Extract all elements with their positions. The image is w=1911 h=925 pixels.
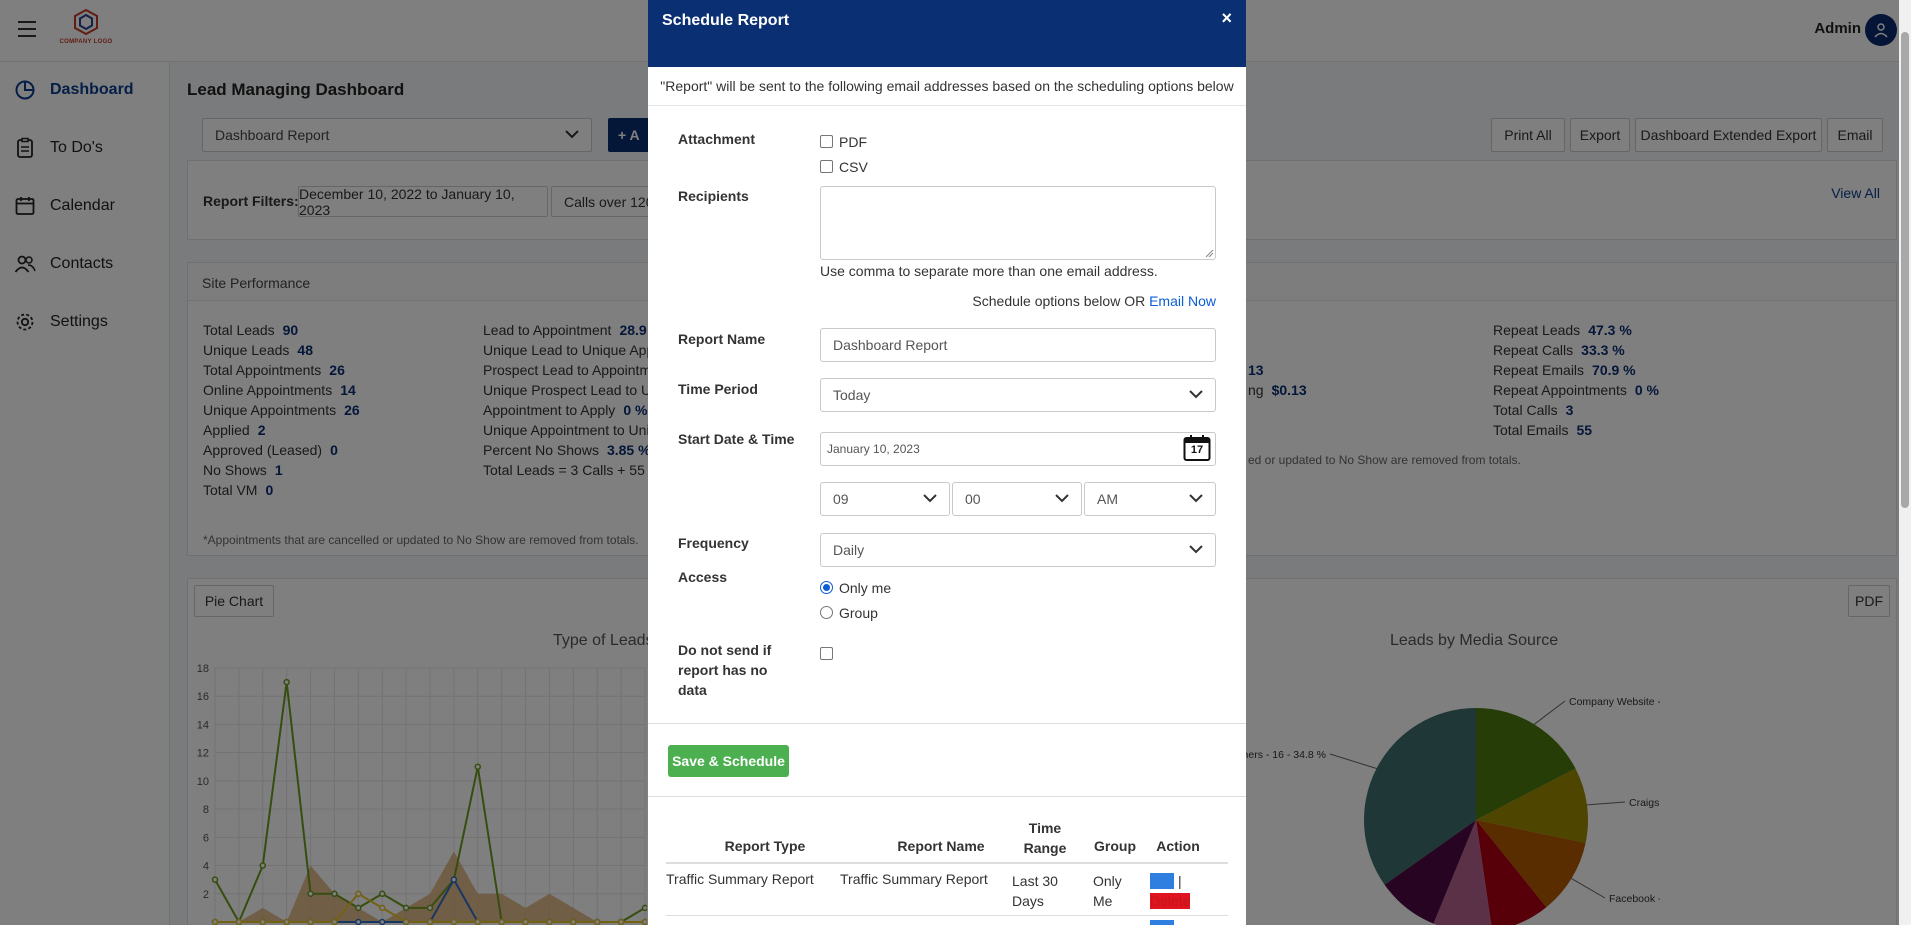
- modal-header: Schedule Report ×: [648, 0, 1246, 67]
- chevron-down-icon: [923, 494, 937, 503]
- cell-report-name: Traffic Summary Report: [840, 871, 988, 887]
- chevron-down-icon: [1055, 494, 1069, 503]
- frequency-value: Daily: [833, 542, 865, 558]
- no-data-option[interactable]: [820, 645, 833, 661]
- minute-select[interactable]: 00: [952, 482, 1082, 516]
- th-group: Group: [1094, 838, 1136, 854]
- group-label: Group: [839, 604, 878, 621]
- resize-handle-icon[interactable]: [1204, 248, 1214, 258]
- no-data-label: Do not send if report has no data: [678, 642, 772, 698]
- cell-time-range: Last 30 Days: [1012, 873, 1058, 909]
- cell-report-type: Traffic Summary Report: [666, 871, 814, 887]
- calendar-picker-icon[interactable]: 17: [1183, 434, 1211, 462]
- pdf-checkbox[interactable]: [820, 135, 833, 149]
- th-action: Action: [1156, 838, 1200, 854]
- scrollbar-thumb[interactable]: [1901, 32, 1909, 508]
- modal-intro: "Report" will be sent to the following e…: [648, 67, 1246, 106]
- th-time-range: Time Range: [1023, 820, 1067, 856]
- schedule-hint: Schedule options below OR Email Now: [972, 293, 1216, 309]
- email-now-link[interactable]: Email Now: [1149, 293, 1216, 309]
- time-period-label: Time Period: [678, 381, 758, 397]
- time-period-select[interactable]: Today: [820, 378, 1216, 412]
- table-row-divider: [666, 915, 1228, 916]
- th-report-type: Report Type: [724, 838, 806, 854]
- table-header-divider: [666, 862, 1228, 864]
- recipients-label: Recipients: [678, 188, 749, 204]
- recipients-textarea[interactable]: [820, 186, 1216, 260]
- attachment-label: Attachment: [678, 131, 756, 147]
- chevron-down-icon: [1189, 545, 1203, 554]
- hour-value: 09: [833, 491, 849, 507]
- report-name-input[interactable]: Dashboard Report: [820, 328, 1216, 362]
- page-scrollbar[interactable]: [1899, 0, 1911, 925]
- cell-group: Only Me: [1093, 873, 1122, 909]
- cell-actions: Edit | Delete: [1150, 871, 1191, 911]
- no-data-checkbox[interactable]: [820, 647, 833, 661]
- access-group-option[interactable]: Group: [820, 604, 878, 621]
- minute-value: 00: [965, 491, 981, 507]
- only-me-label: Only me: [839, 579, 892, 596]
- hour-select[interactable]: 09: [820, 482, 950, 516]
- pdf-label: PDF: [839, 133, 867, 150]
- edit-link-next-row[interactable]: [1150, 920, 1174, 925]
- start-date-label: Start Date & Time: [678, 431, 795, 447]
- action-separator: |: [1178, 873, 1182, 889]
- edit-link[interactable]: Edit: [1150, 873, 1175, 889]
- frequency-label: Frequency: [678, 535, 749, 551]
- access-only-me-option[interactable]: Only me: [820, 579, 891, 596]
- group-radio[interactable]: [820, 606, 833, 620]
- save-schedule-button[interactable]: Save & Schedule: [668, 745, 789, 777]
- csv-label: CSV: [839, 158, 868, 175]
- pdf-option[interactable]: PDF: [820, 133, 867, 150]
- access-label: Access: [678, 569, 728, 585]
- start-date-input[interactable]: January 10, 2023: [820, 432, 1216, 466]
- ampm-select[interactable]: AM: [1084, 482, 1216, 516]
- ampm-value: AM: [1097, 491, 1118, 507]
- close-icon[interactable]: ×: [1221, 8, 1232, 28]
- divider: [648, 796, 1246, 797]
- schedule-hint-text: Schedule options below OR: [972, 293, 1146, 309]
- chevron-down-icon: [1189, 390, 1203, 399]
- csv-option[interactable]: CSV: [820, 158, 868, 175]
- only-me-radio[interactable]: [820, 581, 833, 595]
- calendar-day: 17: [1190, 444, 1204, 456]
- schedule-report-modal: Schedule Report × "Report" will be sent …: [648, 0, 1246, 925]
- report-name-label: Report Name: [678, 331, 766, 347]
- th-report-name: Report Name: [897, 838, 985, 854]
- delete-link[interactable]: Delete: [1150, 893, 1191, 909]
- recipients-help: Use comma to separate more than one emai…: [820, 263, 1158, 279]
- time-period-value: Today: [833, 387, 871, 403]
- chevron-down-icon: [1189, 494, 1203, 503]
- frequency-select[interactable]: Daily: [820, 533, 1216, 567]
- csv-checkbox[interactable]: [820, 160, 833, 174]
- divider: [648, 723, 1246, 724]
- modal-title: Schedule Report: [662, 12, 790, 29]
